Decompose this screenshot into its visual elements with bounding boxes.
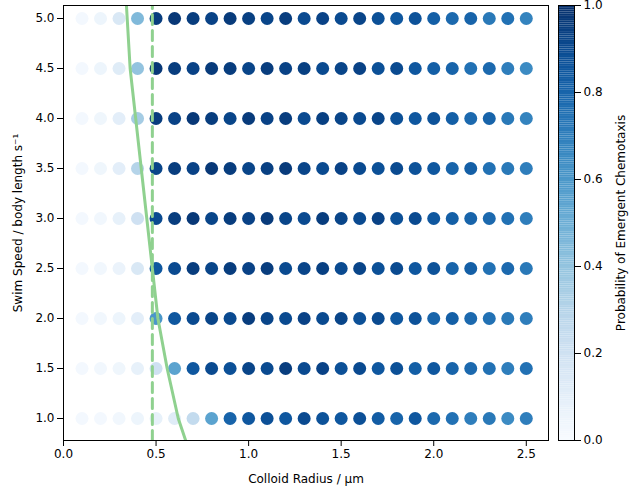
svg-text:4.0: 4.0 (35, 111, 54, 125)
svg-text:Probability of Emergent Chemot: Probability of Emergent Chemotaxis (614, 115, 628, 331)
svg-text:Colloid Radius / μm: Colloid Radius / μm (248, 472, 364, 486)
svg-text:1.0: 1.0 (239, 447, 258, 461)
svg-text:Swim Speed / body length s⁻¹: Swim Speed / body length s⁻¹ (11, 134, 25, 313)
svg-text:2.0: 2.0 (424, 447, 443, 461)
svg-text:0.6: 0.6 (584, 172, 603, 186)
svg-text:3.0: 3.0 (35, 211, 54, 225)
svg-text:0.4: 0.4 (584, 259, 603, 273)
svg-text:1.0: 1.0 (584, 0, 603, 12)
svg-text:1.0: 1.0 (35, 411, 54, 425)
svg-text:1.5: 1.5 (35, 361, 54, 375)
svg-text:0.5: 0.5 (147, 447, 166, 461)
svg-text:2.0: 2.0 (35, 311, 54, 325)
svg-text:0.8: 0.8 (584, 85, 603, 99)
svg-text:1.5: 1.5 (332, 447, 351, 461)
svg-text:0.0: 0.0 (54, 447, 73, 461)
svg-text:0.2: 0.2 (584, 346, 603, 360)
svg-text:5.0: 5.0 (35, 11, 54, 25)
svg-text:2.5: 2.5 (35, 261, 54, 275)
svg-text:2.5: 2.5 (517, 447, 536, 461)
svg-text:0.0: 0.0 (584, 433, 603, 447)
svg-text:3.5: 3.5 (35, 161, 54, 175)
svg-text:4.5: 4.5 (35, 61, 54, 75)
